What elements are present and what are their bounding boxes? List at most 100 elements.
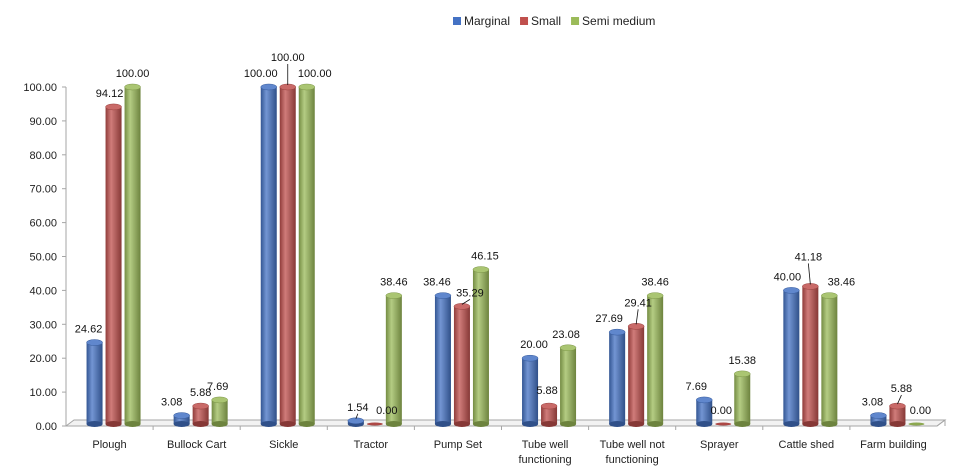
y-tick-label: 0.00: [36, 421, 57, 433]
data-label: 5.88: [190, 387, 211, 399]
y-tick-label: 100.00: [23, 82, 57, 94]
data-label: 29.41: [624, 297, 652, 309]
legend-swatch: [520, 17, 529, 25]
y-tick-label: 90.00: [29, 116, 57, 128]
data-label: 5.88: [891, 383, 912, 395]
floor-edge: [936, 419, 946, 427]
data-label-leader: [461, 299, 471, 305]
data-label-leader: [355, 413, 359, 419]
legend-swatch: [571, 17, 580, 25]
bar: [192, 402, 209, 427]
legend-entry: Marginal: [453, 14, 510, 28]
x-tick-label: Tractor: [354, 439, 389, 451]
x-tick-label: Bullock Cart: [167, 439, 226, 451]
chart-legend: Marginal Small Semi medium: [453, 14, 655, 28]
data-label: 0.00: [910, 405, 931, 417]
bar: [627, 323, 645, 427]
bar: [821, 292, 838, 427]
data-label: 38.46: [641, 277, 669, 289]
bar: [608, 328, 626, 427]
y-tick-label: 80.00: [29, 150, 57, 162]
data-label: 3.08: [862, 397, 883, 409]
bar: [86, 339, 103, 427]
bar: [908, 422, 925, 426]
data-label: 35.29: [456, 287, 484, 299]
bar: [783, 287, 800, 427]
bar: [521, 354, 539, 427]
data-label: 100.00: [298, 68, 332, 80]
y-tick-label: 60.00: [29, 218, 57, 230]
legend-label: Semi medium: [582, 14, 655, 28]
data-label: 7.69: [686, 381, 707, 393]
legend-label: Small: [531, 14, 561, 28]
data-label: 38.46: [828, 277, 856, 289]
data-label: 100.00: [116, 68, 150, 80]
data-label: 7.69: [207, 381, 228, 393]
data-label: 15.38: [728, 355, 756, 367]
legend-entry: Semi medium: [571, 14, 655, 28]
data-label: 27.69: [595, 313, 623, 325]
bar: [260, 83, 277, 427]
y-tick-label: 70.00: [29, 184, 57, 196]
x-tick-label: Plough: [92, 439, 126, 451]
data-label-leader: [897, 394, 902, 405]
data-label: 0.00: [376, 405, 397, 417]
bar: [870, 412, 887, 427]
data-label: 41.18: [795, 251, 823, 263]
data-label: 94.12: [96, 88, 124, 100]
bar: [646, 292, 664, 427]
data-label: 23.08: [552, 329, 580, 341]
y-tick-label: 20.00: [29, 353, 57, 365]
bar: [347, 417, 365, 427]
data-label: 3.08: [161, 397, 182, 409]
bar: [696, 396, 713, 427]
bar: [889, 402, 906, 427]
data-label: 38.46: [380, 277, 408, 289]
chart-bars: [86, 83, 925, 427]
legend-label: Marginal: [464, 14, 510, 28]
chart-data-labels: 24.62 3.08 100.00 1.54 38.46 20.00 27.69 7.69 40…: [75, 52, 931, 419]
data-label: 46.15: [471, 251, 499, 263]
bar: [211, 396, 228, 427]
x-tick-label: Tube well not functioning: [600, 439, 665, 466]
x-tick-label: Tube well functioning: [518, 439, 571, 466]
y-tick-label: 50.00: [29, 252, 57, 264]
bar: [540, 402, 558, 427]
data-label: 1.54: [347, 402, 368, 414]
bar: [173, 412, 190, 427]
legend-swatch: [453, 17, 461, 25]
bar: [434, 292, 452, 427]
data-label: 0.00: [711, 405, 732, 417]
bar: [453, 303, 471, 427]
data-label-leader: [807, 263, 811, 285]
bar: [472, 266, 490, 427]
bar: [124, 83, 141, 427]
x-tick-label: Farm building: [860, 439, 927, 451]
bar: [802, 283, 819, 427]
bar: [298, 83, 315, 427]
data-label: 100.00: [271, 52, 305, 64]
data-label: 5.88: [536, 385, 557, 397]
data-label: 38.46: [423, 277, 451, 289]
x-tick-label: Sickle: [269, 439, 298, 451]
legend-entry: Small: [520, 14, 561, 28]
y-tick-label: 30.00: [29, 319, 57, 331]
bar: [279, 83, 296, 427]
data-label: 20.00: [520, 339, 548, 351]
y-tick-label: 10.00: [29, 387, 57, 399]
bar: [734, 370, 751, 427]
bar: [105, 103, 122, 427]
data-label-leader: [635, 309, 639, 325]
data-label: 24.62: [75, 324, 103, 336]
bar: [559, 344, 577, 427]
x-tick-label: Sprayer: [700, 439, 739, 451]
x-tick-label: Pump Set: [434, 439, 482, 451]
y-tick-label: 40.00: [29, 285, 57, 297]
x-tick-label: Cattle shed: [779, 439, 835, 451]
data-label: 40.00: [774, 271, 802, 283]
bar: [715, 422, 732, 426]
data-label: 100.00: [244, 68, 278, 80]
bar: [385, 292, 403, 427]
bar: [366, 422, 383, 426]
